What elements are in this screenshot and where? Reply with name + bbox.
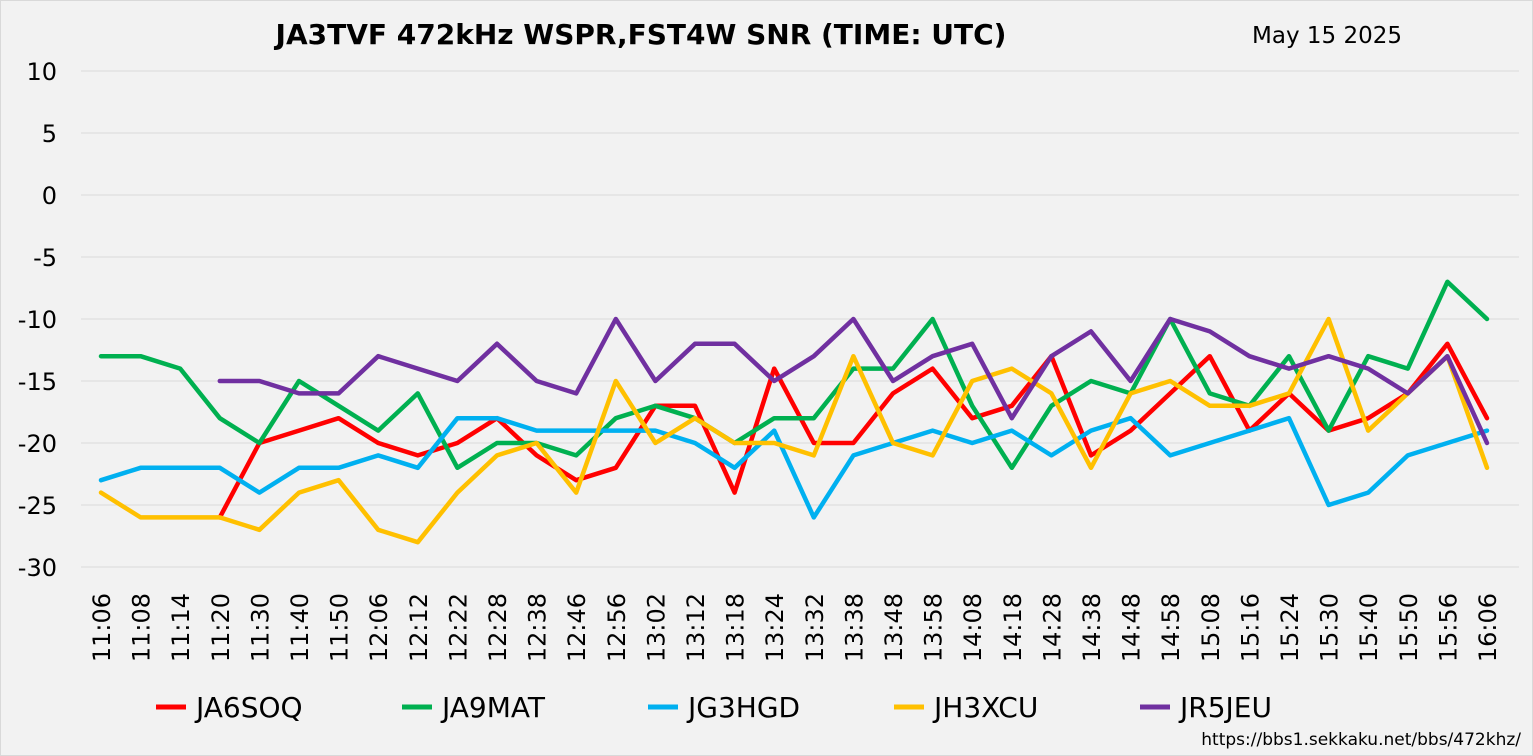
x-tick-label: 12:28 <box>484 593 512 662</box>
y-tick-label: -25 <box>18 492 57 520</box>
y-tick-label: -20 <box>18 430 57 458</box>
x-tick-label: 11:20 <box>207 593 235 662</box>
x-tick-label: 11:14 <box>167 593 195 662</box>
series-line-jr5jeu <box>217 316 1490 446</box>
x-tick-label: 15:08 <box>1197 593 1225 662</box>
legend-label: JH3XCU <box>932 691 1038 724</box>
chart-date: May 15 2025 <box>1252 23 1402 49</box>
series-line-ja9mat <box>98 279 1490 471</box>
series-line-jh3xcu <box>98 316 1490 545</box>
x-tick-label: 16:06 <box>1474 593 1502 662</box>
x-tick-label: 15:16 <box>1236 593 1264 662</box>
legend: JA6SOQ JA9MAT JG3HGD JH3XCU JR5JEU <box>156 691 1272 724</box>
x-tick-label: 12:12 <box>405 593 433 662</box>
x-tick-label: 12:38 <box>524 593 552 662</box>
x-axis-ticks: 11:06 11:08 11:14 11:20 11:30 11:40 11:50 12:06… <box>88 593 1502 662</box>
x-tick-label: 13:18 <box>722 593 750 662</box>
x-tick-label: 11:08 <box>128 593 156 662</box>
footer-url[interactable]: https://bbs1.sekkaku.net/bbs/472khz/ <box>1201 730 1521 750</box>
y-tick-label: -30 <box>18 554 57 582</box>
legend-label: JG3HGD <box>686 691 800 724</box>
x-tick-label: 14:48 <box>1118 593 1146 662</box>
series-lines <box>98 279 1490 545</box>
x-tick-label: 13:38 <box>840 593 868 662</box>
y-tick-label: 10 <box>26 58 57 86</box>
gridlines <box>81 70 1519 568</box>
x-tick-label: 11:50 <box>326 593 354 662</box>
x-tick-label: 13:02 <box>642 593 670 662</box>
x-tick-label: 14:08 <box>959 593 987 662</box>
series-line-jg3hgd <box>98 415 1490 520</box>
x-tick-label: 13:32 <box>801 593 829 662</box>
x-tick-label: 15:24 <box>1276 593 1304 662</box>
x-tick-label: 15:56 <box>1434 593 1462 662</box>
x-tick-label: 11:06 <box>88 593 116 662</box>
y-tick-label: -15 <box>18 368 57 396</box>
x-tick-label: 14:18 <box>999 593 1027 662</box>
y-tick-label: 0 <box>42 182 57 210</box>
legend-label: JR5JEU <box>1178 691 1272 724</box>
y-tick-label: -10 <box>18 306 57 334</box>
x-tick-label: 12:46 <box>563 593 591 662</box>
x-tick-label: 11:40 <box>286 593 314 662</box>
x-tick-label: 15:40 <box>1355 593 1383 662</box>
x-tick-label: 13:58 <box>920 593 948 662</box>
legend-label: JA9MAT <box>440 691 546 724</box>
x-tick-label: 13:48 <box>880 593 908 662</box>
y-tick-label: 5 <box>42 120 57 148</box>
y-axis-ticks: 10 5 0 -5 -10 -15 -20 -25 -30 <box>18 58 57 582</box>
x-tick-label: 15:50 <box>1395 593 1423 662</box>
y-tick-label: -5 <box>33 244 57 272</box>
x-tick-label: 14:58 <box>1157 593 1185 662</box>
x-tick-label: 13:24 <box>761 593 789 662</box>
legend-label: JA6SOQ <box>194 691 303 724</box>
x-tick-label: 15:30 <box>1316 593 1344 662</box>
x-tick-label: 12:56 <box>603 593 631 662</box>
x-tick-label: 14:38 <box>1078 593 1106 662</box>
x-tick-label: 14:28 <box>1038 593 1066 662</box>
x-tick-label: 13:12 <box>682 593 710 662</box>
chart-title: JA3TVF 472kHz WSPR,FST4W SNR (TIME: UTC) <box>274 18 1007 51</box>
x-tick-label: 12:06 <box>365 593 393 662</box>
x-tick-label: 11:30 <box>246 593 274 662</box>
x-tick-label: 12:22 <box>444 593 472 662</box>
